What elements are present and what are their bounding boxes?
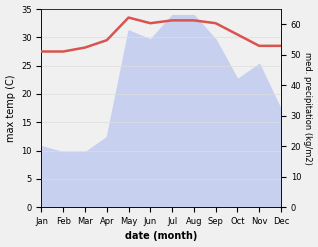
Y-axis label: max temp (C): max temp (C) <box>5 74 16 142</box>
Y-axis label: med. precipitation (kg/m2): med. precipitation (kg/m2) <box>303 52 313 165</box>
X-axis label: date (month): date (month) <box>125 231 197 242</box>
